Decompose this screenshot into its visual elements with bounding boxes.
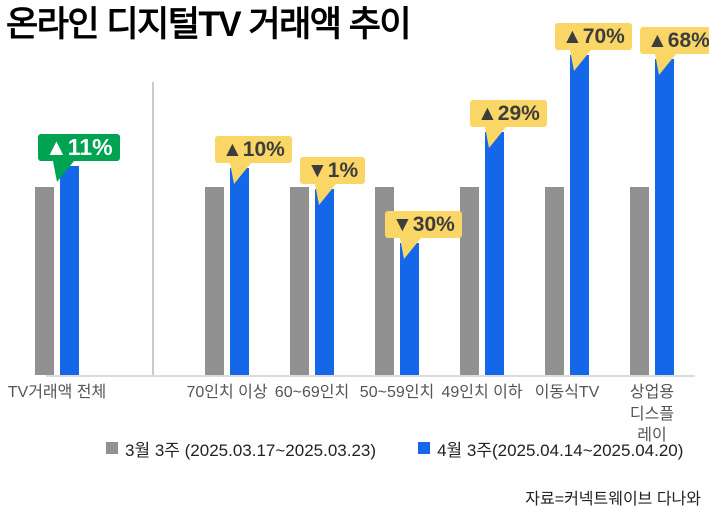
blue-bar <box>570 55 589 375</box>
gray-bar <box>545 187 564 375</box>
category-label: 49인치 이하 <box>441 384 523 401</box>
blue-bar <box>230 168 249 375</box>
category-label: 이동식TV <box>534 384 600 401</box>
change-badge: ▲68% <box>640 27 709 75</box>
category-label: 50~59인치 <box>359 384 435 401</box>
legend-swatch-gray <box>106 442 118 454</box>
change-badge: ▲10% <box>215 136 292 184</box>
change-badge: ▲11% <box>38 134 120 182</box>
legend-label-march-week3: 3월 3주 (2025.03.17~2025.03.23) <box>125 440 377 460</box>
blue-bar <box>60 166 79 375</box>
gray-bar <box>35 187 54 375</box>
change-badge: ▲29% <box>470 100 547 148</box>
legend-swatch-blue <box>418 442 431 454</box>
divider-line <box>152 82 154 375</box>
legend-item-april-week3: 4월 3주(2025.04.14~2025.04.20) <box>418 436 683 461</box>
change-badge: ▲70% <box>555 23 632 71</box>
source-credit: 자료=커넥트웨이브 다나와 <box>525 491 701 508</box>
x-axis-line <box>46 375 695 377</box>
page-title: 온라인 디지털TV 거래액 추이 <box>6 5 412 44</box>
category-label: 60~69인치 <box>274 384 350 401</box>
gray-bar <box>630 187 649 375</box>
blue-bar <box>655 59 674 375</box>
blue-bar <box>400 243 419 375</box>
gray-bar <box>290 187 309 375</box>
change-badge: ▼30% <box>385 211 462 259</box>
gray-bar <box>205 187 224 375</box>
category-label: TV거래액 전체 <box>7 384 107 401</box>
change-badge: ▼1% <box>300 157 366 205</box>
legend: 3월 3주 (2025.03.17~2025.03.23) 4월 3주(2025… <box>106 436 683 461</box>
gray-bar <box>460 187 479 375</box>
category-label: 상업용 디스플레이 <box>629 384 675 445</box>
category-label: 70인치 이상 <box>186 384 268 401</box>
legend-item-march-week3: 3월 3주 (2025.03.17~2025.03.23) <box>106 436 376 461</box>
legend-label-april-week3: 4월 3주(2025.04.14~2025.04.20) <box>437 440 684 460</box>
blue-bar <box>315 189 334 375</box>
blue-bar <box>485 132 504 375</box>
